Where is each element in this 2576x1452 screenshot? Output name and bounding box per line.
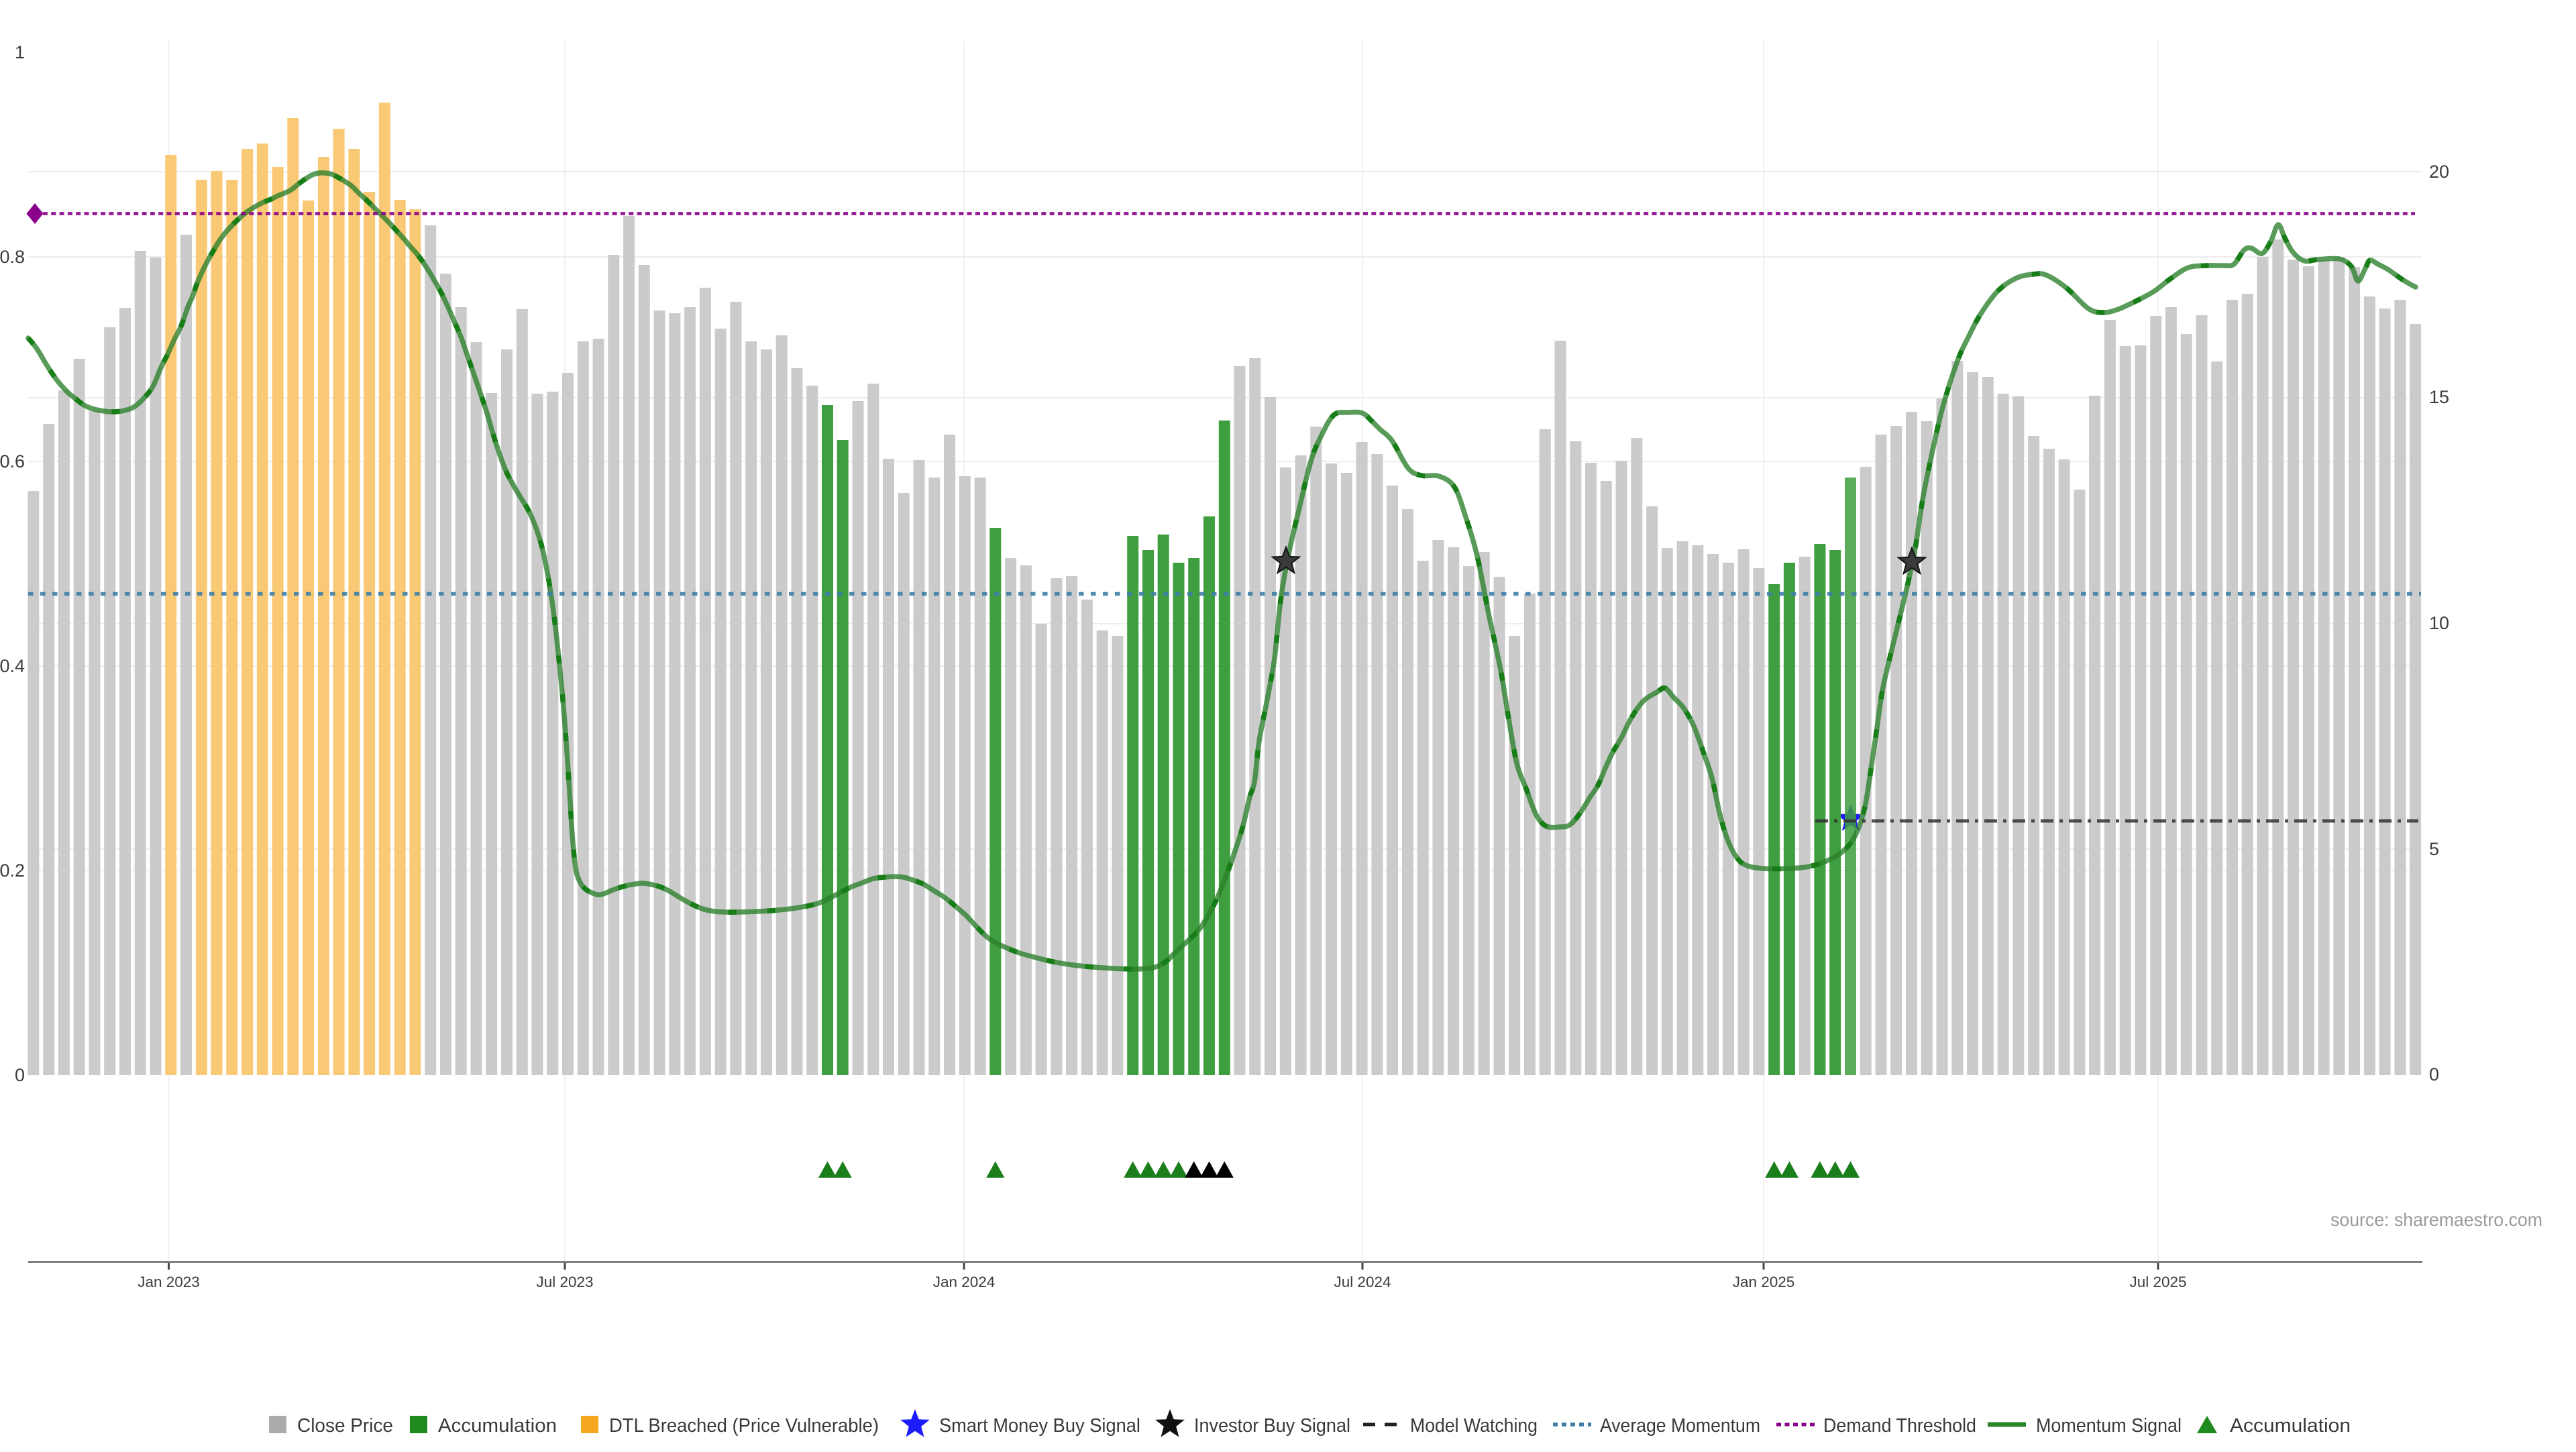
svg-text:0.8: 0.8 xyxy=(0,247,25,267)
svg-text:0: 0 xyxy=(15,1065,25,1085)
svg-text:Jan 2023: Jan 2023 xyxy=(138,1274,200,1290)
svg-text:Smart Money Buy Signal: Smart Money Buy Signal xyxy=(939,1415,1140,1437)
svg-text:20: 20 xyxy=(2429,162,2449,182)
svg-text:0: 0 xyxy=(2429,1064,2439,1084)
svg-text:Average Momentum: Average Momentum xyxy=(1600,1415,1760,1437)
svg-text:15: 15 xyxy=(2429,387,2449,407)
svg-text:Jan 2024: Jan 2024 xyxy=(933,1274,996,1290)
svg-text:Close Price: Close Price xyxy=(297,1415,393,1437)
svg-text:Demand Threshold: Demand Threshold xyxy=(1823,1415,1976,1437)
svg-text:Jul 2025: Jul 2025 xyxy=(2129,1274,2186,1290)
svg-text:source: sharemaestro.com: source: sharemaestro.com xyxy=(2330,1209,2542,1230)
svg-text:5: 5 xyxy=(2429,839,2439,859)
svg-text:10: 10 xyxy=(2429,613,2449,633)
svg-text:Investor Buy Signal: Investor Buy Signal xyxy=(1194,1415,1350,1437)
svg-text:Jul 2024: Jul 2024 xyxy=(1334,1274,1391,1290)
svg-text:0.4: 0.4 xyxy=(0,656,25,676)
svg-text:Jan 2025: Jan 2025 xyxy=(1733,1274,1795,1290)
svg-text:Model Watching: Model Watching xyxy=(1410,1415,1538,1437)
svg-text:Accumulation: Accumulation xyxy=(438,1415,557,1437)
svg-text:Jul 2023: Jul 2023 xyxy=(536,1274,593,1290)
svg-text:DTL Breached (Price Vulnerable: DTL Breached (Price Vulnerable) xyxy=(609,1415,879,1437)
svg-text:0.6: 0.6 xyxy=(0,451,25,471)
svg-text:Accumulation: Accumulation xyxy=(2230,1415,2351,1437)
svg-text:Momentum Signal: Momentum Signal xyxy=(2036,1415,2182,1437)
svg-text:1: 1 xyxy=(15,42,25,62)
svg-text:0.2: 0.2 xyxy=(0,860,25,881)
